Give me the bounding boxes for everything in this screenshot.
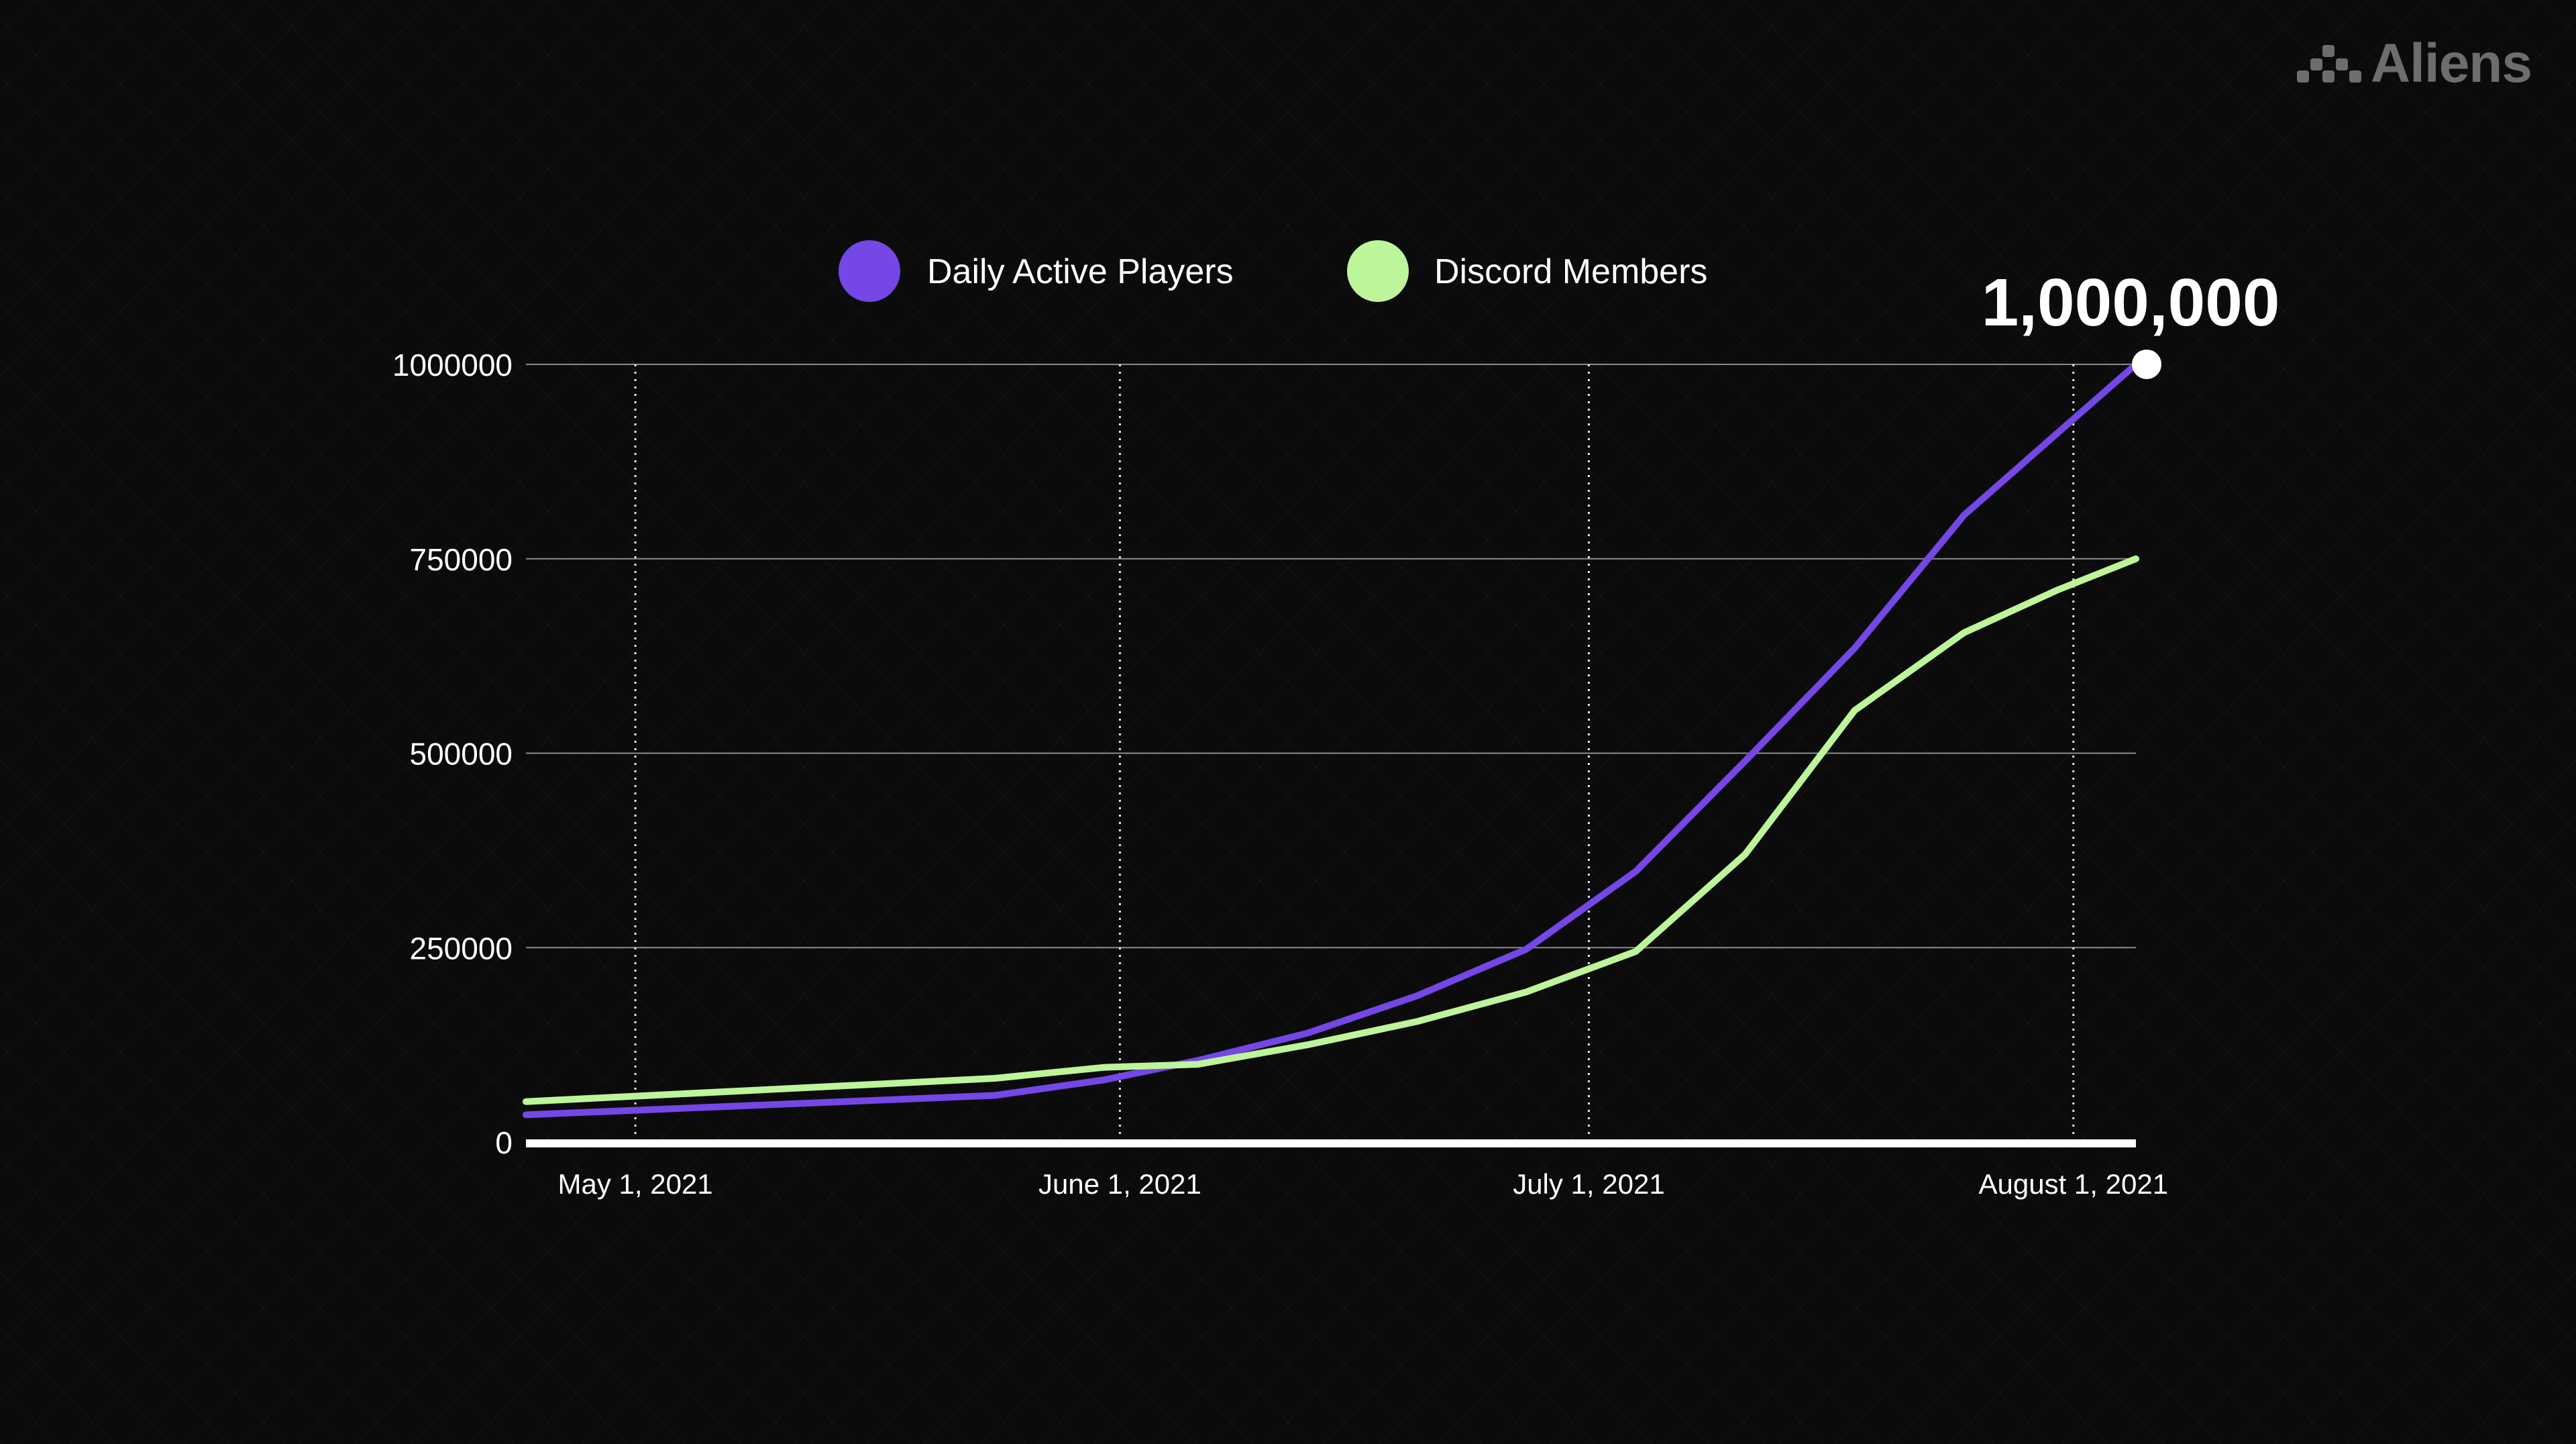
chart-legend: Daily Active Players Discord Members [839, 240, 1707, 302]
series-line-discord-members [523, 555, 2139, 1105]
legend-marker [839, 240, 900, 302]
x-tick-label: July 1, 2021 [1513, 1168, 1665, 1200]
legend-marker [1347, 240, 1409, 302]
legend-label: Discord Members [1434, 252, 1707, 291]
chart-axes: 0 250000 500000 750000 1000000 May 1, 2021 Jun… [392, 348, 2168, 1200]
y-tick-label: 500000 [410, 737, 513, 772]
annotation-label: 1,000,000 [1982, 265, 2280, 340]
chart-grid [526, 364, 2136, 1142]
brand-name: Aliens [2370, 33, 2532, 94]
x-tick-label: May 1, 2021 [558, 1168, 713, 1200]
annotation-point [2132, 350, 2161, 379]
x-tick-label: August 1, 2021 [1979, 1168, 2169, 1200]
chart-annotation: 1,000,000 [1982, 265, 2280, 379]
y-tick-label: 250000 [410, 931, 513, 966]
x-tick-label: June 1, 2021 [1038, 1168, 1201, 1200]
y-tick-label: 0 [495, 1125, 513, 1160]
y-tick-label: 1000000 [392, 348, 513, 382]
series-line-daily-active-players [523, 361, 2139, 1119]
legend-label: Daily Active Players [927, 252, 1234, 291]
brand-logo: Aliens [2296, 32, 2532, 95]
aliens-logo-icon [2296, 45, 2361, 83]
chart-series-lines [523, 361, 2139, 1119]
y-tick-label: 750000 [410, 542, 513, 577]
